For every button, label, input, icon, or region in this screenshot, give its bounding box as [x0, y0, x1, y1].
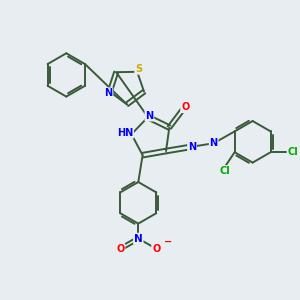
Text: Cl: Cl: [219, 166, 230, 176]
Text: N: N: [210, 138, 218, 148]
Text: Cl: Cl: [287, 147, 298, 157]
Text: N: N: [134, 234, 143, 244]
Text: N: N: [145, 111, 154, 121]
Text: O: O: [116, 244, 124, 254]
Text: S: S: [135, 64, 142, 74]
Text: O: O: [152, 244, 160, 254]
Text: HN: HN: [117, 128, 133, 138]
Text: −: −: [164, 237, 172, 247]
Text: N: N: [188, 142, 196, 152]
Text: O: O: [181, 102, 189, 112]
Text: N: N: [104, 88, 112, 98]
